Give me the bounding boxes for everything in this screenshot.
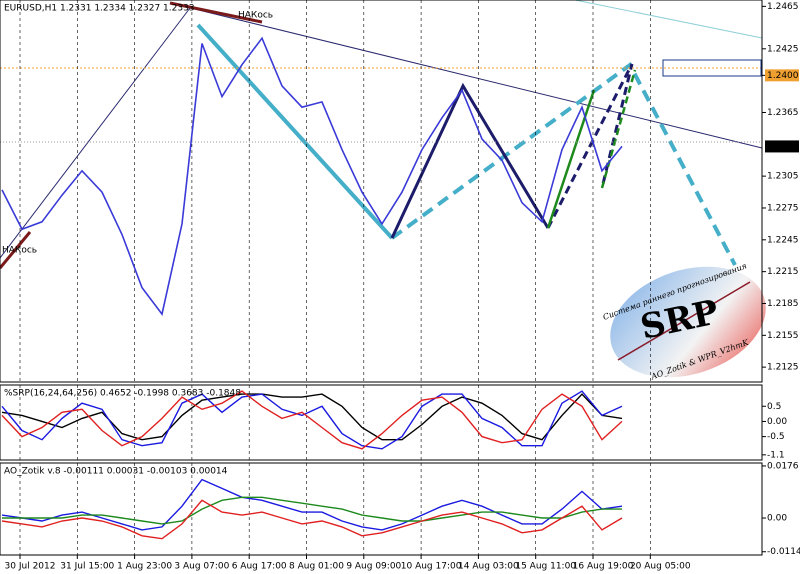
trend-line: [169, 1, 263, 24]
panel-title: EURUSD,H1 1.2331 1.2334 1.2327 1.2333: [4, 4, 195, 14]
zigzag: [390, 82, 550, 239]
series-line: [1, 393, 623, 441]
x-tick-label: 8 Aug 01:00: [289, 562, 344, 572]
panel-frame: [0, 462, 763, 556]
logo-arrow: [617, 281, 751, 361]
x-tick-label: 9 Aug 09:00: [346, 562, 401, 572]
level-box: [662, 59, 762, 77]
series-line: [1, 390, 623, 450]
series-line: [1, 36, 623, 316]
y-tick-label: 1.2305: [767, 172, 799, 182]
y-tick-label: 1.2425: [767, 44, 799, 54]
x-tick-label: 31 Jul 15:00: [60, 562, 114, 572]
zigzag: [546, 89, 596, 229]
trend-line: [0, 231, 32, 269]
x-tick-label: 14 Aug 03:00: [458, 562, 519, 572]
series-line: [2, 496, 622, 525]
annotation: НАКось: [238, 11, 273, 21]
x-tick-label: 16 Aug 19:00: [573, 562, 634, 572]
last-price-box: [765, 140, 799, 153]
y-tick-label: 0.00: [767, 417, 787, 427]
panel-title: AO_Zotik v.8 -0.00111 0.00031 -0.00103 0…: [4, 467, 228, 477]
x-tick-label: 10 Aug 17:00: [401, 562, 462, 572]
series-line: [1, 390, 623, 450]
x-tick-label: 1 Aug 23:00: [117, 562, 172, 572]
trend-line: [169, 2, 763, 149]
trend-line: [0, 7, 191, 259]
y-tick-label: 1.2245: [767, 235, 799, 245]
series-line: [1, 478, 623, 531]
y-tick-label: 0.00: [767, 514, 787, 524]
y-tick-label: 1.2275: [767, 203, 799, 213]
y-tick-label: -1.1: [767, 450, 785, 460]
srp-logo: [610, 266, 766, 378]
y-tick-label: 1.2125: [767, 363, 799, 373]
annotation: НАКось: [2, 246, 37, 256]
y-tick-label: 1.2365: [767, 108, 799, 118]
x-tick-label: 15 Aug 11:00: [515, 562, 576, 572]
y-tick-label: 0.5: [767, 402, 781, 412]
y-tick-label: -0.0114: [767, 547, 800, 557]
panel-title: %SRP(16,24,64,256) 0.4652 -0.1998 0.3683…: [4, 389, 241, 399]
x-tick-label: 6 Aug 17:00: [232, 562, 287, 572]
zigzag: [600, 69, 637, 189]
series-line: [1, 499, 623, 540]
x-tick-label: 30 Jul 2012: [5, 562, 56, 572]
y-tick-label: 1.2155: [767, 331, 799, 341]
x-tick-label: 20 Aug 05:00: [630, 562, 691, 572]
last-price-label: 1.2333: [767, 142, 799, 152]
x-tick-label: 3 Aug 07:00: [174, 562, 229, 572]
drawings: [0, 0, 763, 269]
y-tick-label: 1.2215: [767, 267, 799, 277]
panel-frame: [0, 0, 763, 383]
zigzag: [546, 63, 634, 229]
y-tick-label: -0.5: [767, 432, 785, 442]
y-tick-label: 1.2465: [767, 2, 799, 12]
logo-ellipse: [610, 266, 766, 378]
zigzag: [196, 23, 394, 240]
y-tick-label: 0.0176: [767, 461, 799, 471]
panel-frame: [0, 384, 763, 461]
y-tick-label: 1.2400: [767, 71, 799, 81]
y-tick-box: [765, 69, 799, 82]
trend-line: [574, 0, 763, 39]
y-tick-label: 1.2185: [767, 299, 799, 309]
